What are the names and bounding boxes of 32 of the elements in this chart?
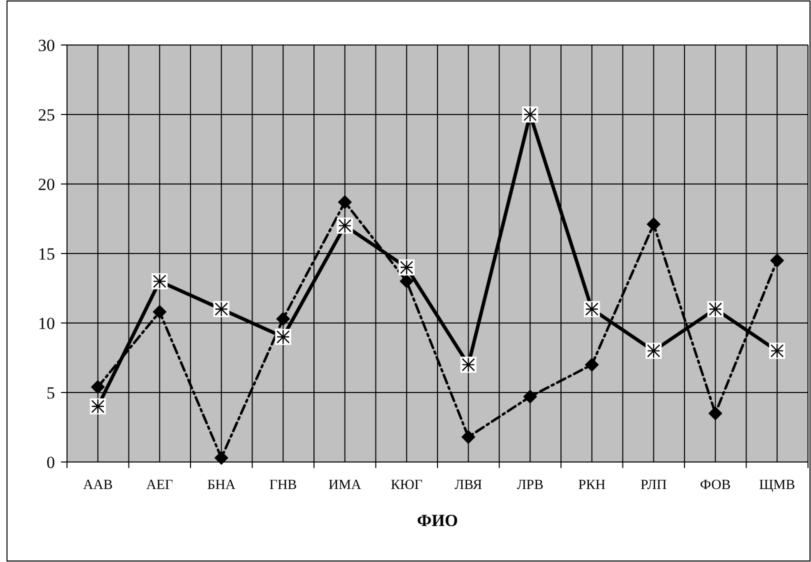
x-tick-label: ААВ — [83, 478, 113, 493]
y-tick-label: 15 — [38, 244, 55, 264]
x-tick-label: БНА — [207, 478, 236, 493]
y-tick-label: 5 — [46, 383, 55, 402]
point — [400, 274, 414, 288]
x-tick-label: ИМА — [328, 478, 362, 493]
point — [338, 195, 352, 210]
point — [584, 358, 599, 372]
x-tick-label: ЛРВ — [516, 478, 544, 493]
y-tick-label: 30 — [38, 36, 55, 55]
point — [276, 312, 290, 326]
y-tick-label: 20 — [38, 174, 55, 194]
y-tick-label: 25 — [38, 105, 55, 124]
x-tick-label: ГНВ — [269, 478, 297, 493]
x-tick-label: РКН — [578, 478, 606, 493]
point — [461, 430, 476, 444]
x-axis-title: ФИО — [416, 511, 458, 530]
x-tick-label: ЛВЯ — [454, 478, 482, 493]
point — [214, 450, 228, 465]
x-tick-label: КЮГ — [390, 478, 423, 493]
point — [708, 406, 722, 420]
point — [770, 253, 784, 268]
x-tick-label: ЩМВ — [759, 478, 796, 493]
x-tick-label: РЛП — [640, 478, 667, 493]
point — [646, 217, 661, 232]
x-tick-label: ФОВ — [700, 478, 731, 493]
point — [90, 380, 105, 394]
point — [152, 304, 167, 319]
y-tick-label: 0 — [46, 452, 55, 472]
x-tick-label: АЕГ — [146, 478, 174, 493]
y-tick-label: 10 — [38, 314, 55, 333]
point — [523, 390, 538, 404]
